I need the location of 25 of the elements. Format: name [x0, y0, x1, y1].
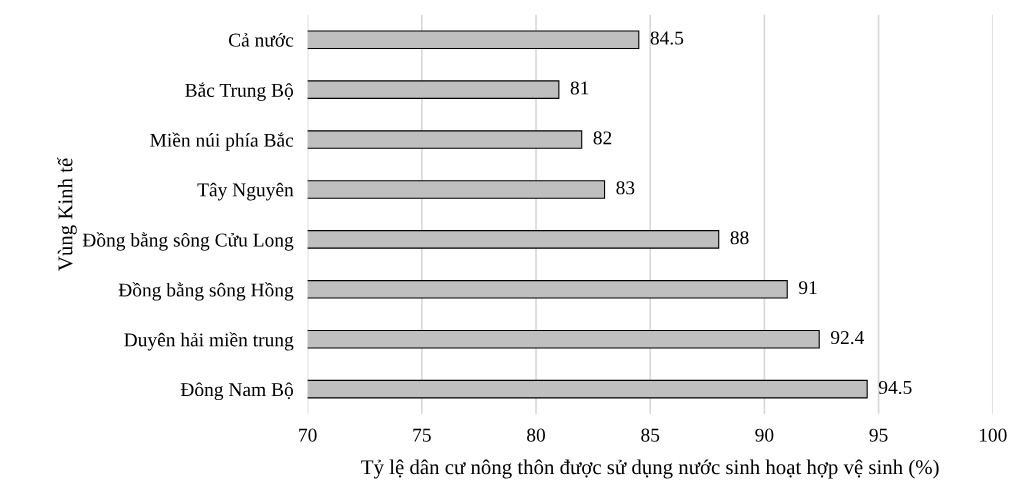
y-tick-label: Bắc Trung Bộ — [185, 82, 294, 101]
x-tick-label: 75 — [413, 428, 431, 442]
x-tick-label: 90 — [755, 428, 774, 442]
y-tick-label: Cả nước — [228, 32, 294, 47]
y-tick-label: Đồng bằng sông Cửu Long — [82, 232, 294, 251]
x-tick-label: 80 — [527, 428, 545, 442]
data-label: 88 — [730, 231, 749, 245]
x-tick-label: 100 — [979, 428, 1007, 442]
y-axis-title: Vùng Kinh tế — [57, 157, 77, 271]
data-label: 91 — [798, 281, 817, 295]
x-tick-label: 70 — [299, 428, 317, 442]
data-label: 84.5 — [650, 31, 684, 45]
data-label: 82 — [593, 131, 612, 145]
y-tick-label: Đồng bằng sông Hồng — [118, 282, 294, 301]
x-axis-title: Tỷ lệ dân cư nông thôn được sử dụng nước sinh hoạt hợp vệ sinh (%) — [361, 459, 939, 479]
x-tick-label: 85 — [641, 428, 660, 442]
y-tick-label: Miền núi phía Bắc — [150, 132, 294, 151]
data-label: 92.4 — [830, 331, 865, 345]
y-tick-label: Đông Nam Bộ — [180, 382, 294, 401]
x-tick-label: 95 — [869, 428, 888, 442]
data-label: 83 — [616, 181, 635, 195]
y-tick-label: Tây Nguyên — [197, 182, 294, 201]
data-label: 81 — [570, 81, 589, 95]
data-label: 94.5 — [878, 380, 912, 395]
y-tick-label: Duyên hải miền trung — [124, 332, 294, 351]
